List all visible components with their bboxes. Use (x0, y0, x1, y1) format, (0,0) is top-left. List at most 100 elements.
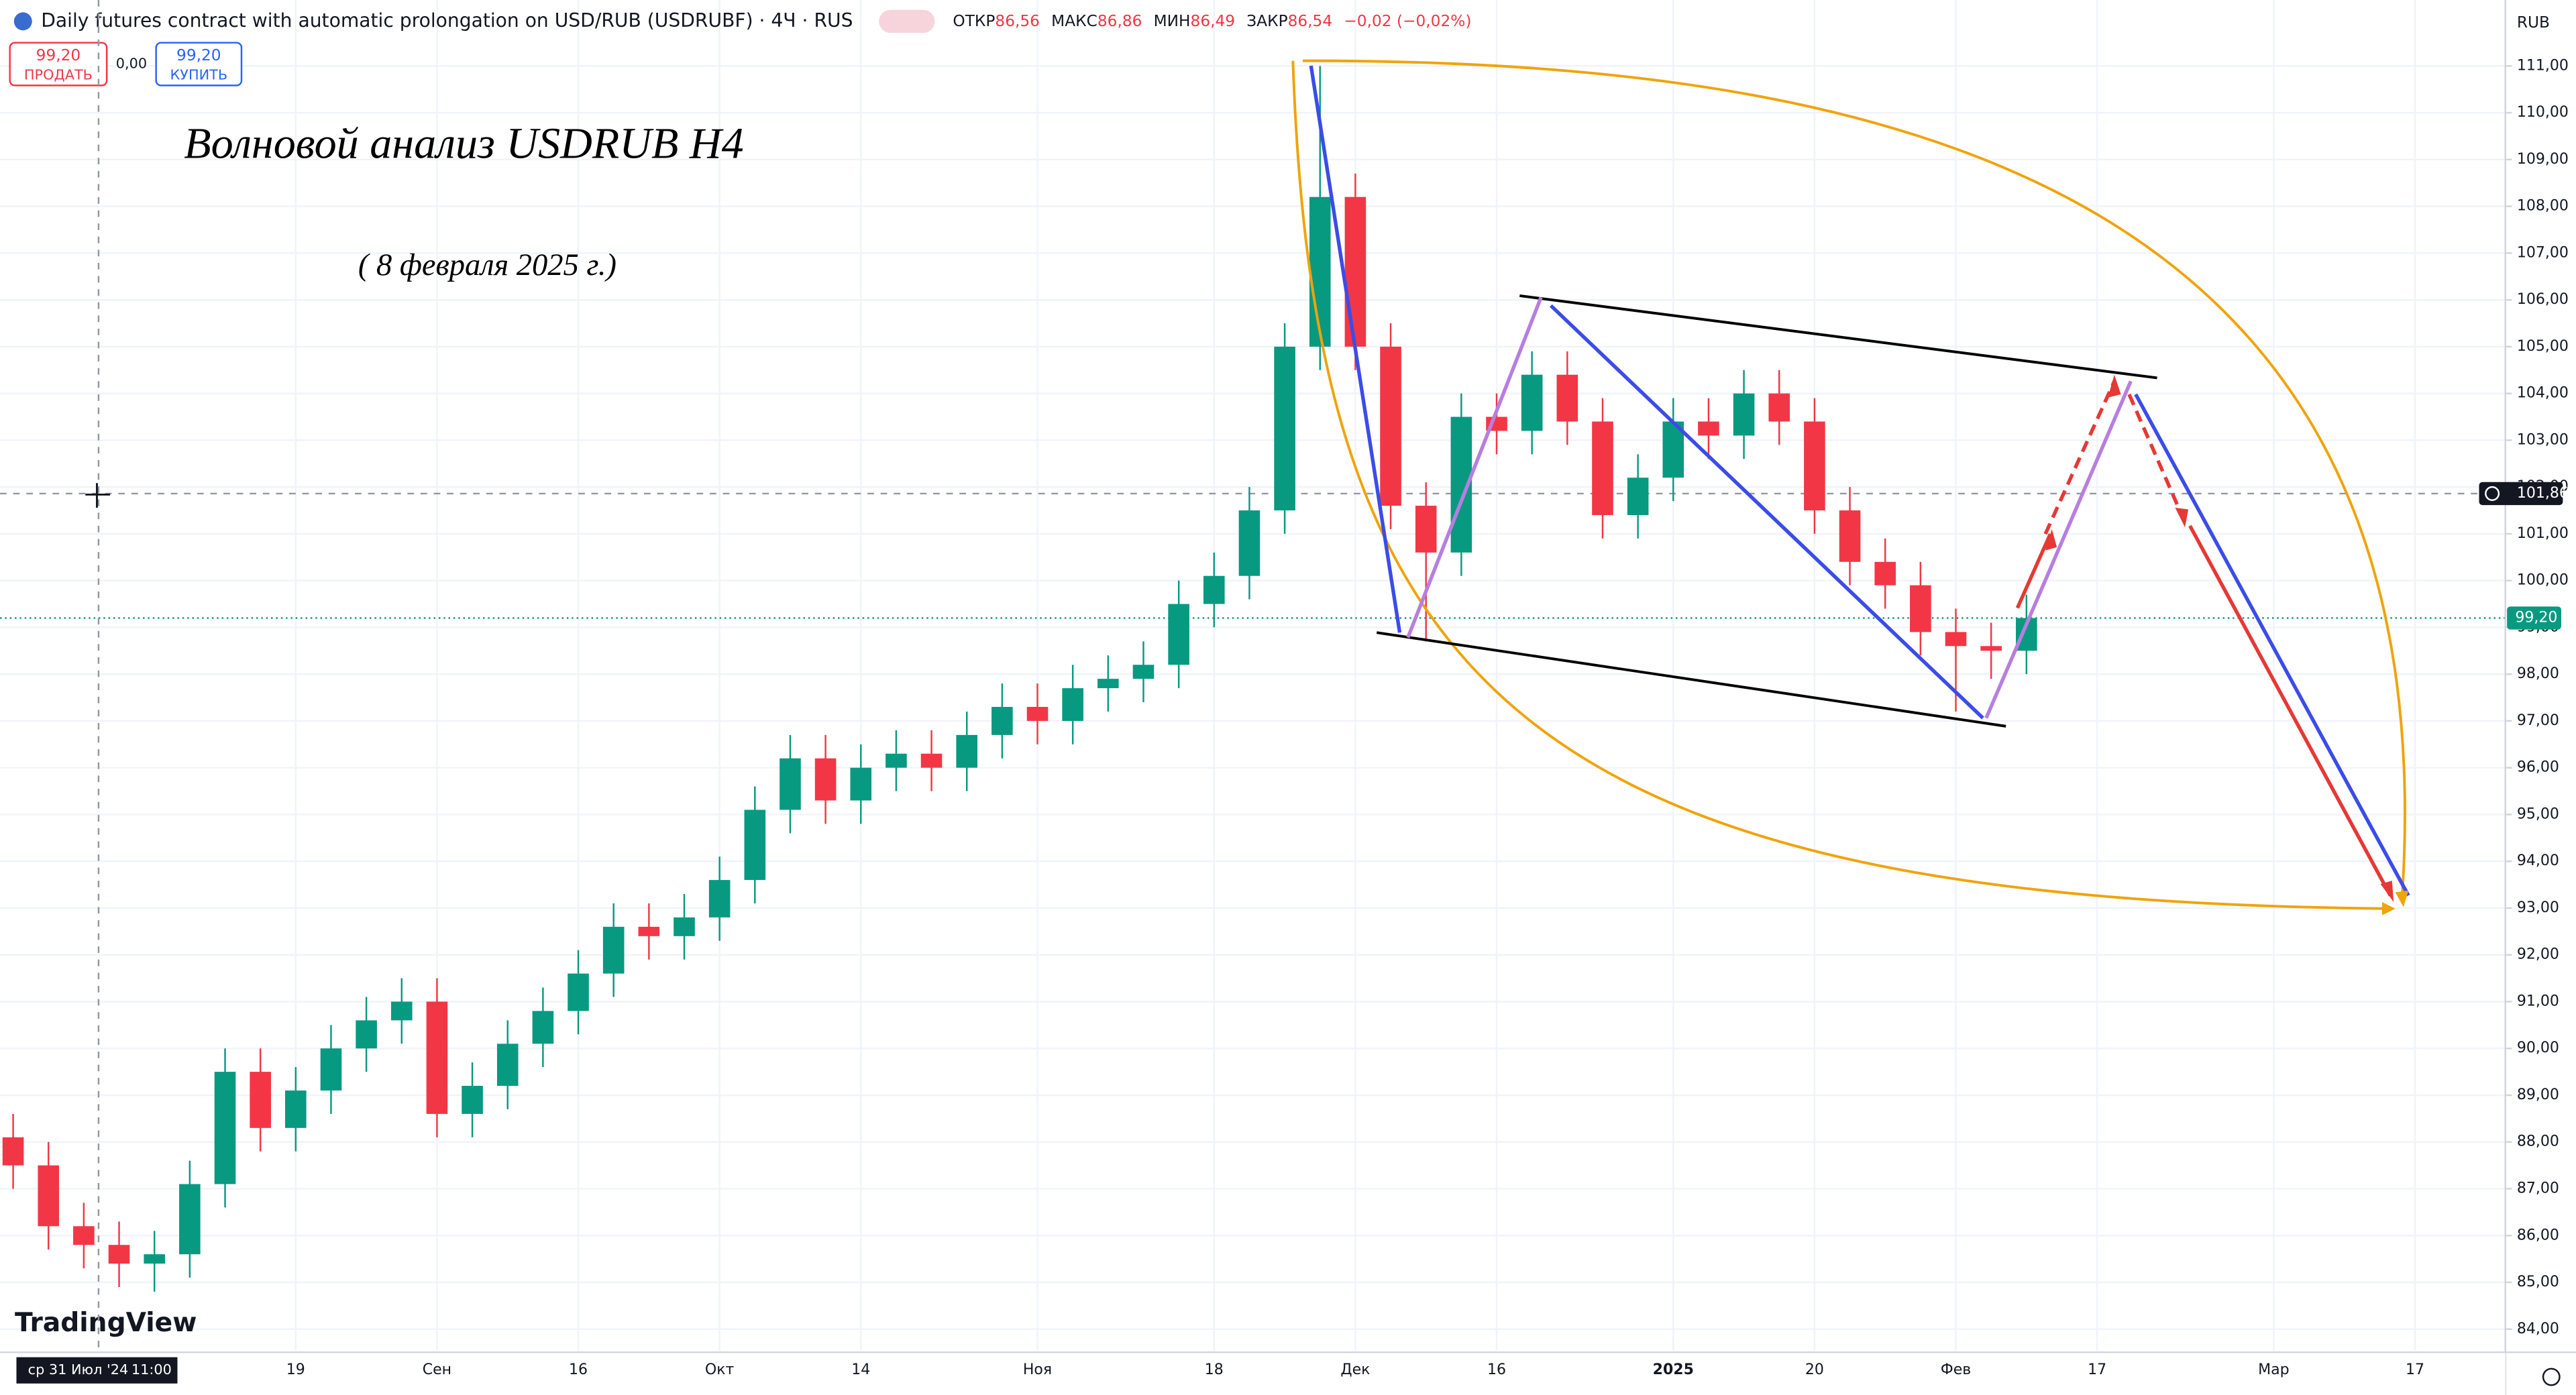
symbol-icon (13, 12, 32, 31)
candle-body (1698, 421, 1719, 436)
x-tick-label: 2025 (1653, 1361, 1694, 1378)
candle-body (2, 1137, 24, 1166)
forecast-arrow (2127, 393, 2187, 524)
y-tick-label: 89,00 (2517, 1086, 2559, 1103)
candle-body (1592, 421, 1613, 516)
cursor-time-box (16, 1357, 178, 1384)
orange-curve (1303, 59, 2406, 901)
candle-body (144, 1254, 166, 1264)
symbol-title: Daily futures contract with automatic pr… (41, 9, 853, 32)
candle-body (744, 810, 766, 881)
candle-body (814, 758, 837, 801)
candle-body (1415, 506, 1437, 553)
arrowhead (2108, 374, 2121, 398)
y-tick-label: 94,00 (2517, 852, 2559, 869)
candle-body (38, 1165, 60, 1227)
axes: 84,00 85,00 86,00 87,00 88,00 89,00 90,00 91,00… (286, 57, 2569, 1378)
candle-body (674, 917, 695, 936)
forecast-arrow (2043, 380, 2116, 535)
candle-body (1804, 421, 1825, 511)
channel-line (1376, 631, 2006, 728)
sell-price[interactable]: 99,20 (36, 46, 81, 64)
grid (0, 0, 2506, 1351)
currency[interactable]: RUB (2517, 13, 2550, 32)
x-tick-label: 19 (286, 1361, 305, 1378)
arrowheads (2045, 374, 2409, 915)
buy-price[interactable]: 99,20 (176, 46, 221, 64)
y-tick-label: 100,00 (2517, 572, 2569, 589)
cursor-cross (85, 483, 111, 508)
crosshair-add (2485, 486, 2500, 501)
candle-body (1768, 393, 1790, 422)
candle-body (73, 1226, 95, 1245)
cursor-time: ср 31 Июл '24 11:00 (16, 1357, 178, 1384)
y-tick-label: 104,00 (2517, 385, 2569, 402)
candle-body (426, 1001, 448, 1114)
candle-body (1062, 688, 1083, 721)
annotation-date: ( 8 февраля 2025 г.) (358, 248, 616, 282)
ohlc-value: 86,49 (1191, 11, 1236, 30)
y-tick-label: 111,00 (2517, 57, 2569, 74)
last-price-box (2507, 606, 2561, 630)
candle-body (1980, 646, 2002, 651)
x-tick-label: Дек (1340, 1361, 1370, 1378)
settings-icon[interactable] (2542, 1368, 2561, 1386)
wave-line (1984, 380, 2133, 719)
forecast-arrow (2015, 533, 2052, 609)
candle-body (568, 973, 589, 1011)
candle-body (1733, 393, 1755, 436)
y-tick-label: 87,00 (2517, 1180, 2559, 1196)
y-tick-label: 98,00 (2517, 665, 2559, 682)
candle-body (214, 1072, 236, 1184)
candle-body (1874, 561, 1896, 585)
wave-line (1549, 304, 1984, 720)
candle-body (1026, 707, 1049, 721)
price-axis-bg (2505, 0, 2576, 1395)
wave-line (1309, 65, 1402, 633)
last-price-label: 99,20 (2515, 609, 2557, 626)
ohlc-value: 86,56 (995, 11, 1040, 30)
candle-body (108, 1245, 130, 1264)
y-tick-label: 96,00 (2517, 759, 2559, 776)
candle-body (1344, 197, 1366, 347)
candle-body (991, 707, 1013, 735)
sell-label[interactable]: ПРОДАТЬ (24, 67, 93, 83)
annotation-title: Волновой анализ USDRUB H4 (184, 119, 743, 168)
spread: 0,00 (116, 56, 147, 72)
logo: TradingView (15, 1308, 197, 1338)
y-tick-label: 91,00 (2517, 993, 2559, 1009)
crosshair-price-label: 101,86 (2517, 485, 2569, 502)
y-tick-label: 88,00 (2517, 1133, 2559, 1150)
ohlc-label: ОТКР (953, 11, 995, 30)
buy-button[interactable] (155, 42, 243, 87)
crosshair-price-box (2479, 482, 2563, 506)
candle-body (532, 1011, 554, 1044)
candle-body (780, 758, 801, 810)
orange-curve (1291, 60, 2391, 910)
status-pill (879, 9, 935, 33)
cursor-clock: 11:00 (131, 1361, 172, 1378)
y-tick-label: 95,00 (2517, 805, 2559, 822)
buy-label[interactable]: КУПИТЬ (170, 67, 227, 83)
ohlc-value: 86,54 (1288, 11, 1333, 30)
arrowhead (2045, 528, 2057, 551)
candles (2, 66, 2037, 1292)
wave-line (2134, 393, 2410, 897)
forecast-arrow (2188, 524, 2392, 897)
candle-body (1203, 575, 1225, 604)
sell-button[interactable] (9, 42, 108, 87)
x-tick-label: 17 (2088, 1361, 2106, 1378)
candle-body (602, 926, 625, 974)
y-tick-label: 108,00 (2517, 198, 2569, 215)
candle-body (356, 1020, 377, 1049)
ohlc-value: 86,86 (1097, 11, 1142, 30)
arrowhead (2380, 881, 2394, 903)
candle-body (1238, 510, 1260, 576)
y-tick-label: 107,00 (2517, 244, 2569, 261)
y-tick-label: 101,00 (2517, 525, 2569, 542)
candle-body (1556, 374, 1578, 422)
candle-body (1097, 679, 1119, 689)
x-tick-label: 18 (1205, 1361, 1224, 1378)
